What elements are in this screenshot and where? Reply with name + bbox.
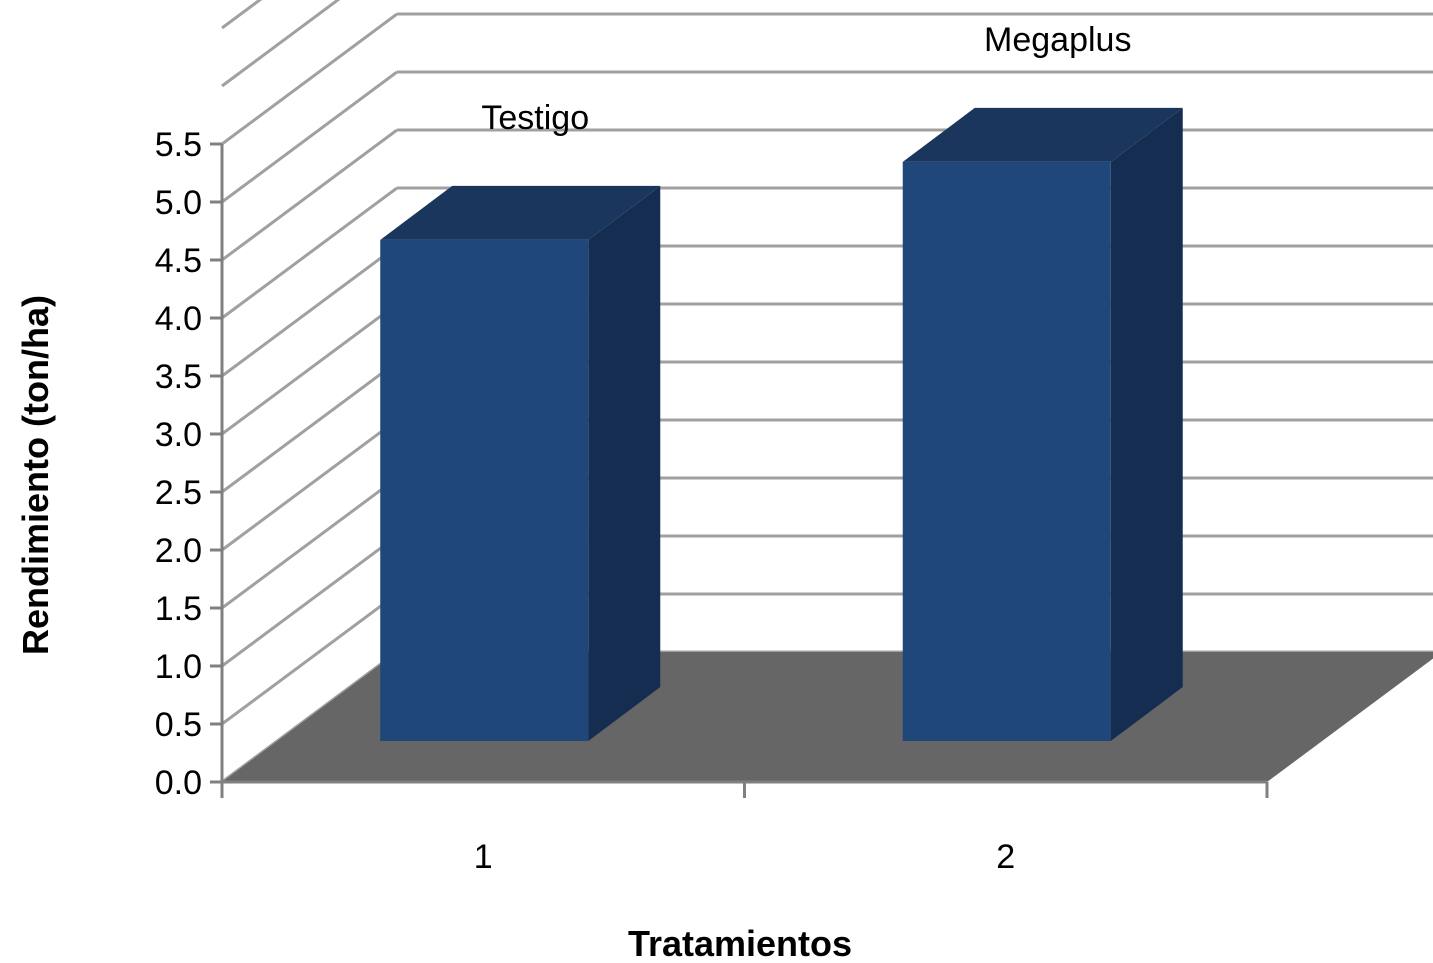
gridline-wall — [221, 0, 341, 88]
x-tick-label-1: 1 — [474, 838, 493, 876]
gridline-wall — [221, 70, 398, 204]
y-tick-label: 3.0 — [155, 416, 202, 454]
axis-layer — [210, 142, 1269, 798]
y-tick-label: 3.5 — [155, 358, 202, 396]
y-tick-label: 5.5 — [155, 126, 202, 164]
y-tick-label: 4.0 — [155, 300, 202, 338]
gridline-wall — [221, 128, 398, 262]
x-tick-label-2: 2 — [996, 838, 1015, 876]
bar-top — [380, 185, 661, 240]
bar-1 — [380, 185, 661, 741]
y-tick-label: 0.0 — [155, 764, 202, 802]
data-label-2: Megaplus — [984, 21, 1131, 59]
gridline-wall — [221, 592, 398, 726]
gridline-wall — [221, 360, 398, 494]
y-tick-label: 4.5 — [155, 242, 202, 280]
bar-side — [1110, 107, 1183, 742]
y-tick-label: 1.5 — [155, 590, 202, 628]
bar-side — [588, 185, 661, 741]
gridline-wall — [221, 0, 263, 30]
y-tick-label: 2.5 — [155, 474, 202, 512]
gridline-wall — [221, 476, 398, 610]
y-tick-label: 0.5 — [155, 706, 202, 744]
gridline-wall — [221, 418, 398, 552]
bar-front — [380, 239, 589, 741]
y-tick-label: 5.0 — [155, 184, 202, 222]
y-axis-title: Rendimiento (ton/ha) — [15, 295, 56, 655]
bar-2 — [902, 107, 1183, 742]
bar-top — [902, 107, 1183, 162]
gridline-wall — [221, 534, 398, 668]
y-tick-label: 2.0 — [155, 532, 202, 570]
y-tick-label: 1.0 — [155, 648, 202, 686]
gridline-wall — [221, 186, 398, 320]
gridline-wall — [221, 302, 398, 436]
x-axis-title: Tratamientos — [628, 923, 852, 963]
bars-layer — [380, 107, 1183, 742]
labels-layer: Testigo 1 Megaplus 2 0.0 0.5 1.0 1.5 2.0 2.5 3.0 3.… — [155, 21, 1132, 876]
data-label-1: Testigo — [481, 99, 589, 137]
gridline-wall — [221, 244, 398, 378]
bar-front — [902, 161, 1111, 742]
gridline-wall — [221, 12, 398, 146]
